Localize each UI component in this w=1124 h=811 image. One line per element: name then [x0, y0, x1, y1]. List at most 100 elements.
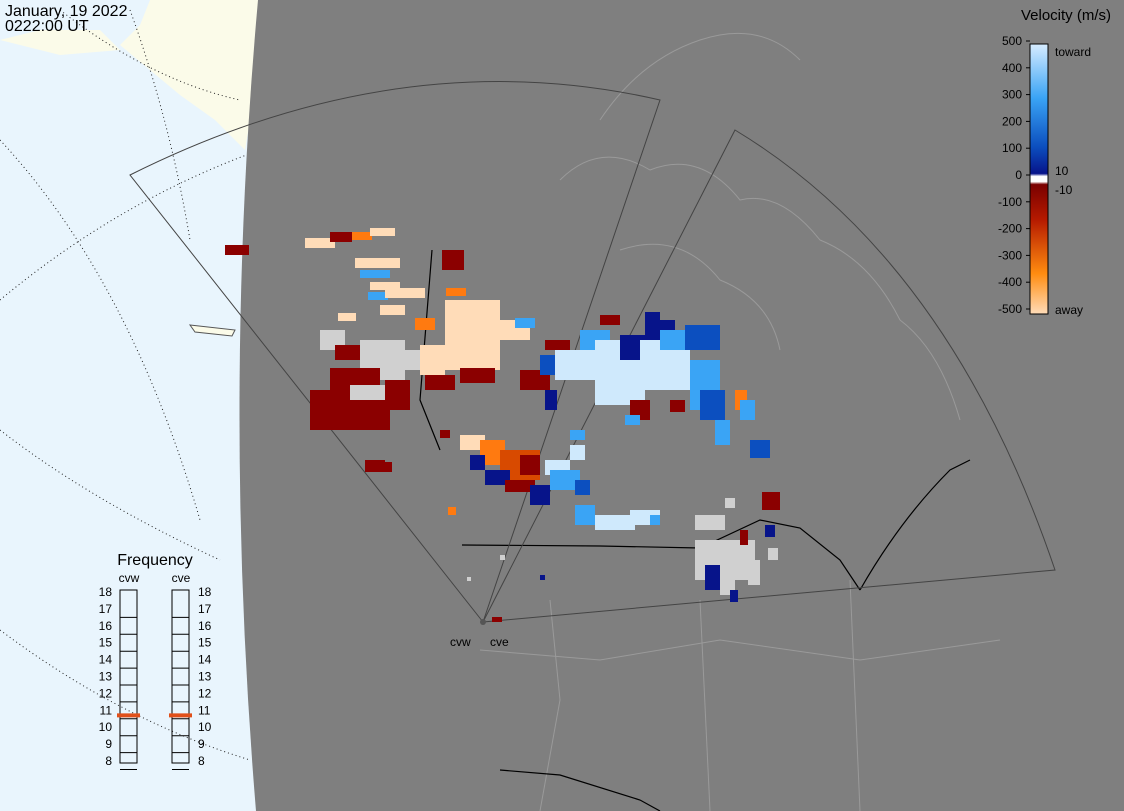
radar-site	[480, 619, 486, 625]
range-cell	[470, 455, 485, 470]
range-cell	[705, 565, 720, 590]
radar-name: cvw	[119, 571, 140, 585]
range-cell	[595, 515, 635, 530]
range-cell	[385, 288, 425, 298]
range-cell	[352, 232, 372, 240]
borders	[419, 249, 971, 811]
colorbar-label: away	[1055, 303, 1083, 317]
range-cell	[380, 305, 405, 315]
graticule	[0, 9, 261, 761]
colorbar-label: toward	[1055, 45, 1091, 59]
range-cell	[360, 270, 390, 278]
range-cell	[540, 575, 545, 580]
tick-label: 200	[1002, 114, 1022, 128]
range-cell	[570, 430, 585, 440]
range-cell	[700, 390, 725, 420]
tick-label: 0	[1015, 168, 1022, 182]
tick-label: 18	[198, 585, 212, 599]
tick-label: 300	[1002, 88, 1022, 102]
range-cell	[765, 525, 775, 537]
radar-label: cve	[490, 635, 509, 649]
tick-label: 18	[99, 585, 113, 599]
land	[0, 30, 120, 55]
range-cell	[645, 312, 660, 320]
range-cell	[540, 355, 555, 375]
range-cell	[515, 318, 535, 328]
tick-label: 100	[1002, 141, 1022, 155]
tick-label: 14	[198, 653, 212, 667]
range-cell	[370, 228, 395, 236]
frequency-marker	[169, 713, 192, 718]
range-cell	[715, 420, 730, 445]
frequency-title: Frequency	[117, 552, 193, 569]
range-cell	[600, 315, 620, 325]
range-cell	[420, 345, 445, 375]
tick-label: 12	[198, 686, 212, 700]
range-cell	[330, 232, 352, 242]
tick-label: 9	[105, 737, 112, 751]
range-cell	[740, 530, 748, 545]
tick-label: 9	[198, 737, 205, 751]
colorbar	[1029, 43, 1049, 315]
range-cell	[695, 515, 725, 530]
range-cell	[545, 390, 557, 410]
colorbar-ticks: 500 400 300 200 100 0 -100 -200 -300 -400 -500 10 -1…	[998, 34, 1073, 316]
tick-label: 8	[198, 754, 205, 768]
tick-label: -200	[998, 222, 1022, 236]
range-cell	[505, 480, 535, 492]
tick-label: 13	[99, 670, 113, 684]
range-cell	[460, 435, 485, 450]
range-cell	[550, 470, 580, 490]
range-cell	[575, 480, 590, 495]
range-cell	[446, 288, 466, 296]
tick-label: -10	[1055, 183, 1073, 197]
frequency-box	[171, 589, 190, 764]
date: January, 19 2022	[5, 3, 128, 20]
tick-label: 400	[1002, 61, 1022, 75]
range-cell	[725, 498, 735, 508]
range-cell	[670, 400, 685, 412]
tick-label: 17	[198, 602, 212, 616]
tick-label: 17	[99, 602, 113, 616]
range-cell	[748, 560, 760, 585]
range-cell	[350, 385, 390, 400]
tick-label: 11	[198, 703, 211, 717]
tick-label: -100	[998, 195, 1022, 209]
island	[188, 324, 236, 337]
tick-label: 15	[99, 636, 113, 650]
range-cell	[750, 440, 770, 458]
frequency-box	[119, 589, 138, 764]
range-cell	[730, 590, 738, 602]
range-cell	[685, 325, 720, 350]
range-cell	[368, 292, 388, 300]
range-cell	[545, 340, 570, 350]
time: 0222:00 UT	[5, 18, 89, 35]
tick-label: 16	[198, 619, 212, 633]
tick-label: -300	[998, 248, 1022, 262]
range-cell	[425, 375, 455, 390]
tick-label: -400	[998, 275, 1022, 289]
range-cell	[335, 345, 365, 360]
range-cells	[225, 228, 780, 622]
range-cell	[520, 455, 540, 475]
tick-label: 10	[99, 720, 113, 734]
range-cell	[492, 617, 502, 622]
radar-label: cvw	[450, 635, 471, 649]
range-cell	[530, 485, 550, 505]
range-cell	[448, 507, 456, 515]
range-cell	[650, 515, 660, 525]
range-cell	[740, 400, 755, 420]
fov	[129, 81, 1056, 623]
range-cell	[415, 318, 435, 330]
range-cell	[460, 368, 495, 383]
frequency-panel: cvw 18 17 16 15 14 13 12 11 10 9 8 cve 18 17 16 15 14 13 12…	[99, 571, 212, 770]
tick-label: 15	[198, 636, 212, 650]
tick-label: 13	[198, 670, 212, 684]
range-cell	[695, 540, 755, 580]
tick-label: 10	[1055, 164, 1069, 178]
range-cell	[305, 238, 335, 248]
tick-label: 11	[100, 703, 113, 717]
tick-label: 500	[1002, 34, 1022, 48]
range-cell	[440, 430, 450, 438]
colorbar-title: Velocity (m/s)	[1021, 7, 1111, 24]
